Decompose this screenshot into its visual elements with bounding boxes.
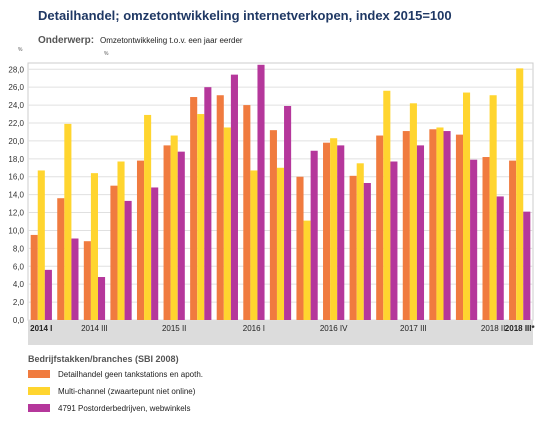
bar	[30, 234, 38, 320]
legend-label: Detailhandel geen tankstations en apoth.	[58, 370, 203, 379]
y-tick-label: 26,0	[8, 83, 24, 92]
x-axis-band	[28, 320, 533, 345]
bar	[337, 145, 345, 320]
bar	[303, 220, 311, 320]
bar	[117, 161, 125, 320]
bar	[523, 211, 531, 320]
bar	[37, 170, 45, 320]
bar	[516, 68, 524, 320]
bar	[409, 103, 417, 320]
bar	[197, 114, 205, 320]
y-tick-label: 16,0	[8, 173, 24, 182]
bar	[163, 145, 171, 320]
unit: %	[104, 51, 109, 57]
bar	[455, 134, 464, 320]
y-tick-label: 10,0	[8, 226, 24, 235]
bar	[110, 185, 118, 320]
legend-title: Bedrijfstakken/branches (SBI 2008)	[28, 354, 179, 364]
bar	[243, 105, 251, 321]
bar	[44, 269, 52, 320]
x-tick-label: 2014 I	[30, 324, 52, 333]
bar	[204, 87, 212, 320]
y-tick-label: 20,0	[8, 137, 24, 146]
legend-swatch	[28, 387, 50, 395]
x-tick-label: 2016 IV	[320, 324, 348, 333]
y-tick-label: 4,0	[13, 280, 25, 289]
x-tick-label: 2018 II	[481, 324, 505, 333]
bar	[429, 129, 437, 320]
bar	[177, 151, 185, 320]
bar	[296, 176, 304, 320]
legend-swatch	[28, 404, 50, 412]
bar	[64, 123, 72, 320]
x-tick-label: 2014 III	[81, 324, 108, 333]
bar	[269, 130, 277, 320]
y-tick-label: 22,0	[8, 119, 24, 128]
bar	[71, 238, 79, 320]
bar	[310, 150, 318, 320]
bar	[144, 114, 152, 320]
y-tick-label: 12,0	[8, 209, 24, 218]
bar	[330, 138, 338, 320]
bar	[276, 167, 285, 320]
bar	[151, 187, 159, 320]
x-tick-label: 2017 III	[400, 324, 427, 333]
bar	[90, 173, 98, 320]
bar	[349, 175, 357, 320]
y-tick-label: 8,0	[13, 244, 25, 253]
y-tick-label: 18,0	[8, 155, 24, 164]
bar	[83, 241, 91, 320]
bar	[470, 159, 478, 320]
bar	[57, 198, 65, 320]
bar	[124, 200, 132, 320]
chart-title: Detailhandel; omzetontwikkeling internet…	[38, 8, 452, 23]
bar	[356, 163, 364, 320]
bar	[482, 157, 490, 320]
bar	[489, 95, 497, 320]
bar	[284, 105, 292, 321]
bar	[509, 160, 517, 320]
legend-label: 4791 Postorderbedrijven, webwinkels	[58, 404, 191, 413]
y-tick-label: 0,0	[13, 316, 25, 325]
y-tick-label: 28,0	[8, 65, 24, 74]
bar	[376, 135, 384, 320]
y-tick-label: 2,0	[13, 298, 25, 307]
bar	[250, 170, 258, 320]
axis-unit: %	[18, 47, 23, 53]
bar	[170, 135, 178, 320]
y-tick-label: 6,0	[13, 262, 25, 271]
bar	[496, 196, 504, 320]
x-tick-label: 2018 III*	[505, 324, 535, 333]
bar	[463, 92, 471, 320]
bar	[230, 74, 238, 320]
x-tick-label: 2015 II	[162, 324, 186, 333]
x-tick-label: 2016 I	[243, 324, 265, 333]
legend-swatch	[28, 370, 50, 378]
bar	[136, 160, 145, 320]
bar	[383, 90, 391, 320]
bar	[443, 131, 451, 320]
bar	[363, 182, 371, 320]
bar	[323, 142, 331, 320]
subject-label: Onderwerp:	[38, 35, 94, 46]
y-tick-label: 24,0	[8, 101, 24, 110]
subject: Omzetontwikkeling t.o.v. een jaar eerder	[100, 36, 243, 45]
bar	[390, 161, 398, 320]
bar	[416, 145, 425, 320]
y-tick-label: 14,0	[8, 191, 24, 200]
bar	[257, 64, 265, 320]
bar	[223, 127, 231, 320]
bar	[190, 97, 198, 320]
bar	[216, 95, 224, 320]
bar	[402, 131, 410, 320]
bar	[97, 277, 106, 320]
legend-label: Multi-channel (zwaartepunt niet online)	[58, 387, 196, 396]
bar	[436, 127, 444, 320]
